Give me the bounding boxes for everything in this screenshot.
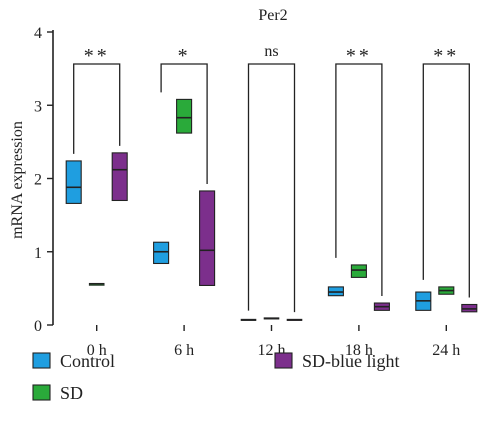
x-tick-label: 6 h (174, 342, 194, 359)
legend-swatch (32, 352, 51, 369)
significance-bracket (160, 63, 208, 184)
y-tick-label: 3 (34, 98, 42, 115)
y-tick-label: 1 (34, 245, 42, 262)
x-tick-label: 24 h (432, 342, 460, 359)
significance-label: ** (433, 45, 459, 67)
y-tick-label: 4 (34, 25, 42, 42)
x-tick-label: 18 h (345, 342, 373, 359)
significance-label: ** (84, 45, 110, 67)
significance-bracket (422, 63, 470, 298)
box-sd-blue-light (111, 152, 128, 202)
legend-swatch (274, 352, 293, 369)
y-tick-label: 0 (34, 318, 42, 335)
legend-label: SD (60, 383, 83, 403)
box-sd (350, 264, 367, 278)
legend-label: Control (60, 351, 115, 371)
significance-bracket (73, 63, 121, 154)
significance-bracket (247, 63, 296, 313)
x-tick-label: 0 h (87, 342, 107, 359)
significance-brackets: ** * ns ** ** (73, 43, 470, 313)
box-control (153, 241, 170, 265)
significance-bracket (335, 63, 383, 297)
boxes (65, 98, 478, 321)
y-tick-label: 2 (34, 172, 42, 189)
legend-label: SD-blue light (302, 351, 400, 371)
box-sd (176, 98, 193, 134)
y-axis-label: mRNA expression (9, 121, 26, 239)
significance-label: * (178, 45, 191, 67)
significance-label: ns (264, 43, 278, 60)
box-control (65, 160, 82, 204)
legend: Control SD SD-blue light (32, 351, 400, 403)
legend-swatch (32, 384, 51, 401)
box-sd-blue-light (199, 190, 216, 286)
chart-title: Per2 (258, 7, 287, 24)
significance-label: ** (346, 45, 372, 67)
